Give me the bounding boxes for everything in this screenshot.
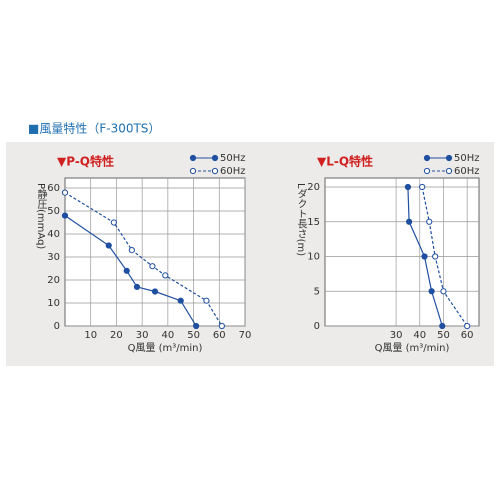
- y-tick-label: 60: [47, 183, 60, 194]
- header: ■風量特性（F-300TS）: [28, 121, 160, 136]
- legend-marker: [423, 154, 431, 162]
- x-tick-label: 40: [161, 330, 174, 341]
- data-point: [203, 297, 210, 304]
- data-point: [432, 253, 439, 260]
- data-point: [193, 322, 200, 330]
- x-tick-label: 50: [187, 330, 200, 341]
- data-point: [419, 183, 426, 191]
- legend-marker: [189, 167, 197, 175]
- x-tick-label: 60: [213, 330, 226, 341]
- y-tick-label: 20: [47, 275, 60, 286]
- data-point: [123, 267, 130, 274]
- data-point: [105, 242, 112, 249]
- y-tick-label: 40: [47, 229, 60, 240]
- legend-marker: [445, 167, 453, 175]
- y-tick-label: 0: [314, 321, 320, 332]
- legend-marker: [445, 154, 453, 162]
- legend-label: 50Hz: [220, 153, 246, 164]
- x-tick-label: 50: [437, 330, 450, 341]
- y-axis-label: P静圧(mmAq): [35, 183, 47, 249]
- plot-area: [64, 177, 246, 327]
- x-tick-label: 20: [110, 330, 123, 341]
- y-tick-label: 20: [307, 182, 320, 193]
- plot-area: [324, 177, 480, 327]
- data-point: [406, 218, 413, 225]
- data-point: [128, 247, 135, 254]
- legend-label: 50Hz: [454, 153, 480, 164]
- x-tick-label: 60: [461, 330, 474, 341]
- legend-marker: [211, 154, 219, 162]
- data-point: [177, 297, 184, 304]
- legend-marker: [189, 154, 197, 162]
- y-tick-label: 0: [54, 321, 60, 332]
- x-tick-label: 30: [390, 330, 403, 341]
- x-tick-label: 70: [239, 330, 252, 341]
- y-tick-label: 15: [307, 217, 320, 228]
- legend-marker: [211, 167, 219, 175]
- data-point: [133, 283, 141, 290]
- data-point: [218, 322, 225, 330]
- data-point: [151, 288, 159, 295]
- data-point: [440, 288, 447, 295]
- y-tick-label: 5: [314, 286, 320, 297]
- y-tick-label: 10: [307, 252, 320, 263]
- x-tick-label: 40: [413, 330, 426, 341]
- x-axis-label: Q風量 (m³/min): [128, 342, 203, 354]
- y-axis-label: Lダクト長さ(m): [295, 183, 307, 256]
- data-point: [404, 183, 412, 191]
- chart-title: ▼L-Q特性: [317, 154, 373, 169]
- x-axis-label: Q風量 (m³/min): [375, 342, 450, 354]
- y-tick-label: 10: [47, 298, 60, 309]
- y-tick-label: 30: [47, 252, 60, 263]
- x-tick-label: 30: [136, 330, 149, 341]
- legend-label: 60Hz: [454, 166, 480, 177]
- data-point: [61, 189, 69, 196]
- data-point: [149, 263, 156, 270]
- data-point: [110, 219, 117, 226]
- data-point: [61, 212, 69, 219]
- data-point: [426, 218, 433, 225]
- data-point: [464, 322, 471, 330]
- x-tick-label: 10: [84, 330, 97, 341]
- data-point: [428, 288, 435, 295]
- data-point: [439, 322, 446, 330]
- legend-marker: [423, 167, 431, 175]
- chart-title: ▼P-Q特性: [57, 154, 114, 169]
- data-point: [421, 253, 428, 260]
- legend-label: 60Hz: [220, 166, 246, 177]
- y-tick-label: 50: [47, 206, 60, 217]
- data-point: [162, 272, 169, 279]
